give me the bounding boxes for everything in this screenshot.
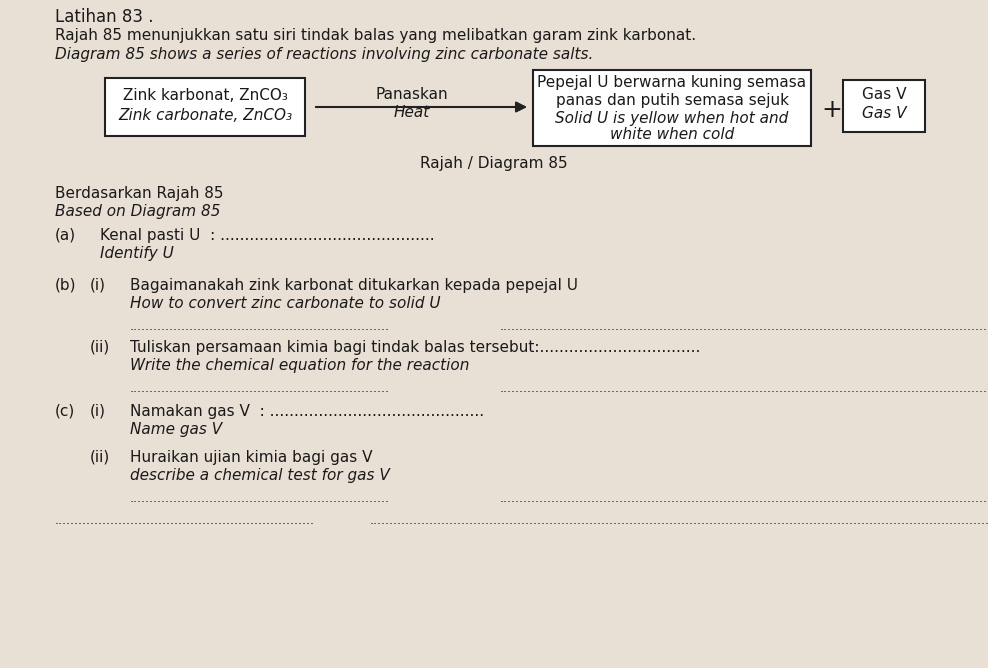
Bar: [533, 70, 811, 146]
Text: Write the chemical equation for the reaction: Write the chemical equation for the reac…: [130, 358, 469, 373]
Text: Rajah / Diagram 85: Rajah / Diagram 85: [420, 156, 568, 171]
Text: Huraikan ujian kimia bagi gas V: Huraikan ujian kimia bagi gas V: [130, 450, 372, 465]
Text: ................................................................................: ........................................…: [370, 514, 988, 527]
Bar: [105, 78, 305, 136]
Text: Rajah 85 menunjukkan satu siri tindak balas yang melibatkan garam zink karbonat.: Rajah 85 menunjukkan satu siri tindak ba…: [55, 28, 697, 43]
Text: Tuliskan persamaan kimia bagi tindak balas tersebut:............................: Tuliskan persamaan kimia bagi tindak bal…: [130, 340, 700, 355]
Text: (c): (c): [55, 404, 75, 419]
Text: Gas V: Gas V: [862, 106, 906, 121]
Text: .................................................................: ........................................…: [130, 492, 390, 505]
Text: +: +: [821, 98, 842, 122]
Text: Solid U is yellow when hot and: Solid U is yellow when hot and: [555, 111, 788, 126]
Text: (ii): (ii): [90, 340, 111, 355]
Text: .................................................................: ........................................…: [130, 382, 390, 395]
Text: describe a chemical test for gas V: describe a chemical test for gas V: [130, 468, 389, 483]
Text: white when cold: white when cold: [610, 127, 734, 142]
Text: Zink carbonate, ZnCO₃: Zink carbonate, ZnCO₃: [118, 108, 292, 123]
Text: Heat: Heat: [393, 105, 430, 120]
Text: Kenal pasti U  : ............................................: Kenal pasti U : ........................…: [100, 228, 435, 243]
Text: (b): (b): [55, 278, 76, 293]
Text: Panaskan: Panaskan: [375, 87, 448, 102]
Text: Gas V: Gas V: [862, 87, 906, 102]
Bar: [843, 80, 925, 132]
Text: Namakan gas V  : ............................................: Namakan gas V : ........................…: [130, 404, 484, 419]
Text: (i): (i): [90, 404, 106, 419]
Text: .................................................................: ........................................…: [130, 320, 390, 333]
Text: How to convert zinc carbonate to solid U: How to convert zinc carbonate to solid U: [130, 296, 441, 311]
Text: panas dan putih semasa sejuk: panas dan putih semasa sejuk: [555, 93, 788, 108]
Text: ................................................................................: ........................................…: [500, 492, 988, 505]
Text: Bagaimanakah zink karbonat ditukarkan kepada pepejal U: Bagaimanakah zink karbonat ditukarkan ke…: [130, 278, 578, 293]
Text: Pepejal U berwarna kuning semasa: Pepejal U berwarna kuning semasa: [537, 75, 806, 90]
Text: Berdasarkan Rajah 85: Berdasarkan Rajah 85: [55, 186, 223, 201]
Text: Diagram 85 shows a series of reactions involving zinc carbonate salts.: Diagram 85 shows a series of reactions i…: [55, 47, 594, 62]
Text: ................................................................................: ........................................…: [500, 320, 988, 333]
Text: .................................................................: ........................................…: [55, 514, 315, 527]
Text: Based on Diagram 85: Based on Diagram 85: [55, 204, 220, 219]
Text: (i): (i): [90, 278, 106, 293]
Text: (ii): (ii): [90, 450, 111, 465]
Text: Zink karbonat, ZnCO₃: Zink karbonat, ZnCO₃: [123, 88, 288, 103]
Text: ................................................................................: ........................................…: [500, 382, 988, 395]
Text: Name gas V: Name gas V: [130, 422, 222, 437]
Text: Identify U: Identify U: [100, 246, 174, 261]
Text: Latihan 83 .: Latihan 83 .: [55, 8, 153, 26]
Text: (a): (a): [55, 228, 76, 243]
